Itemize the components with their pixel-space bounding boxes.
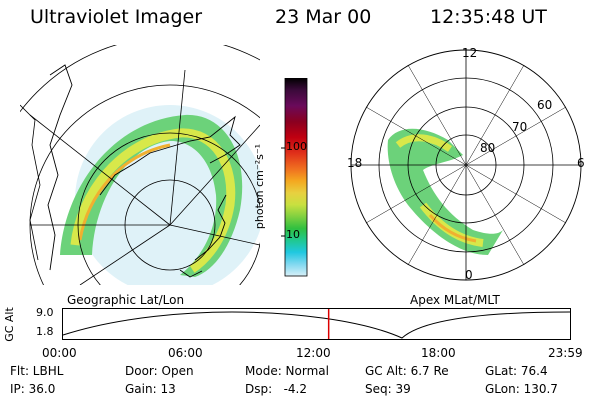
lon-line [169,69,186,226]
timeline-xtick-1200: 12:00 [296,346,331,360]
coastline [99,115,241,196]
polar-panel-label: Apex MLat/MLT [410,293,500,307]
timeline-xtick-1800: 18:00 [421,346,456,360]
mlt-spoke [365,106,567,224]
mlat-label-80: 80 [480,141,496,155]
mlt-label-0: 0 [465,268,473,282]
lon-line [79,224,171,285]
intensity-colorbar [281,78,308,277]
mlt-label-12: 12 [462,46,478,60]
auroral-oval [60,114,243,277]
instrument-title: Ultraviolet Imager [30,6,203,28]
gc-alt-status: GC Alt: 6.7 Re [365,364,449,378]
map-limb [20,104,41,261]
colorbar-tick-100: 100 [286,140,307,153]
geographic-aurora-map [20,45,260,285]
dsp-status: Dsp: -4.2 [245,382,308,396]
mlat-label-60: 60 [537,98,553,112]
timeline-axis-label: GC Alt [2,307,16,342]
mlat-label-70: 70 [512,120,528,134]
mlt-label-6: 6 [577,156,585,170]
coastline [194,194,227,261]
glon-status: GLon: 130.7 [485,382,558,396]
glat-status: GLat: 76.4 [485,364,548,378]
lon-line [29,114,171,226]
colorbar-unit-label: photon cm⁻²s⁻¹ [253,143,267,230]
coastline [179,269,203,278]
geographic-panel-label: Geographic Lat/Lon [67,293,185,307]
mode-status: Mode: Normal [245,364,329,378]
orbit-timeline[interactable] [62,308,572,342]
door-status: Door: Open [125,364,194,378]
seq-status: Seq: 39 [365,382,411,396]
gain-status: Gain: 13 [125,382,176,396]
mlt-label-18: 18 [347,156,363,170]
colorbar-tick-10: 10 [286,228,300,241]
ip-status: IP: 36.0 [10,382,56,396]
polar-oval-bright [395,134,453,152]
image-time: 12:35:48 UT [430,6,547,28]
timeline-xtick-0600: 06:00 [168,346,203,360]
gc-altitude-curve [62,311,571,339]
polar-auroral-oval [387,128,503,255]
timeline-ytick-max: 9.0 [36,306,54,319]
filter-status: Flt: LBHL [10,364,64,378]
timeline-xtick-2359: 23:59 [548,346,583,360]
polar-mlt-plot [350,49,582,281]
timeline-ytick-min: 1.8 [36,325,54,338]
coastline [47,64,73,271]
image-date: 23 Mar 00 [275,6,372,28]
lon-line [169,124,260,226]
lon-line [169,224,260,246]
timeline-xtick-0000: 00:00 [42,346,77,360]
polar-oval-peak [428,214,477,243]
